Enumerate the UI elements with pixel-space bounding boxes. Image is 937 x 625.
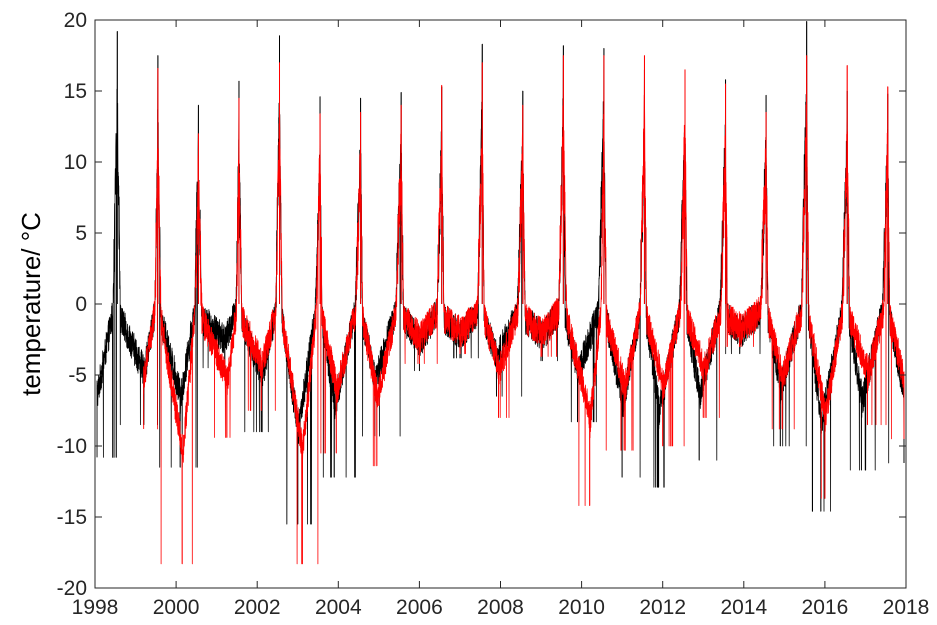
- x-tick-label: 1998: [72, 596, 119, 619]
- y-tick-label: -5: [68, 364, 87, 387]
- y-axis-label: temperature/ °C: [16, 212, 46, 396]
- y-tick-label: -20: [57, 577, 87, 600]
- series-layer: [96, 21, 905, 565]
- x-tick-label: 2006: [396, 596, 443, 619]
- y-tick-label: 20: [64, 9, 87, 32]
- x-tick-label: 2012: [639, 596, 686, 619]
- y-tick-label: 15: [64, 80, 87, 103]
- x-tick-label: 2004: [315, 596, 362, 619]
- x-tick-label: 2010: [558, 596, 605, 619]
- y-tick-label: -15: [57, 506, 87, 529]
- y-tick-label: 10: [64, 151, 87, 174]
- y-tick-label: -10: [57, 435, 87, 458]
- plot-area: [95, 20, 906, 588]
- x-tick-label: 2002: [234, 596, 281, 619]
- tick-layer: 1998 2000 2002 2004 2006 2008 2010 2012 2014 2016…: [57, 9, 930, 619]
- y-tick-label: 0: [75, 293, 87, 316]
- x-tick-label: 2008: [477, 596, 524, 619]
- series-line-2: [143, 55, 905, 565]
- x-tick-label: 2018: [883, 596, 930, 619]
- y-tick-label: 5: [75, 222, 87, 245]
- x-tick-label: 2016: [802, 596, 849, 619]
- x-tick-label: 2000: [153, 596, 200, 619]
- x-tick-label: 2014: [720, 596, 767, 619]
